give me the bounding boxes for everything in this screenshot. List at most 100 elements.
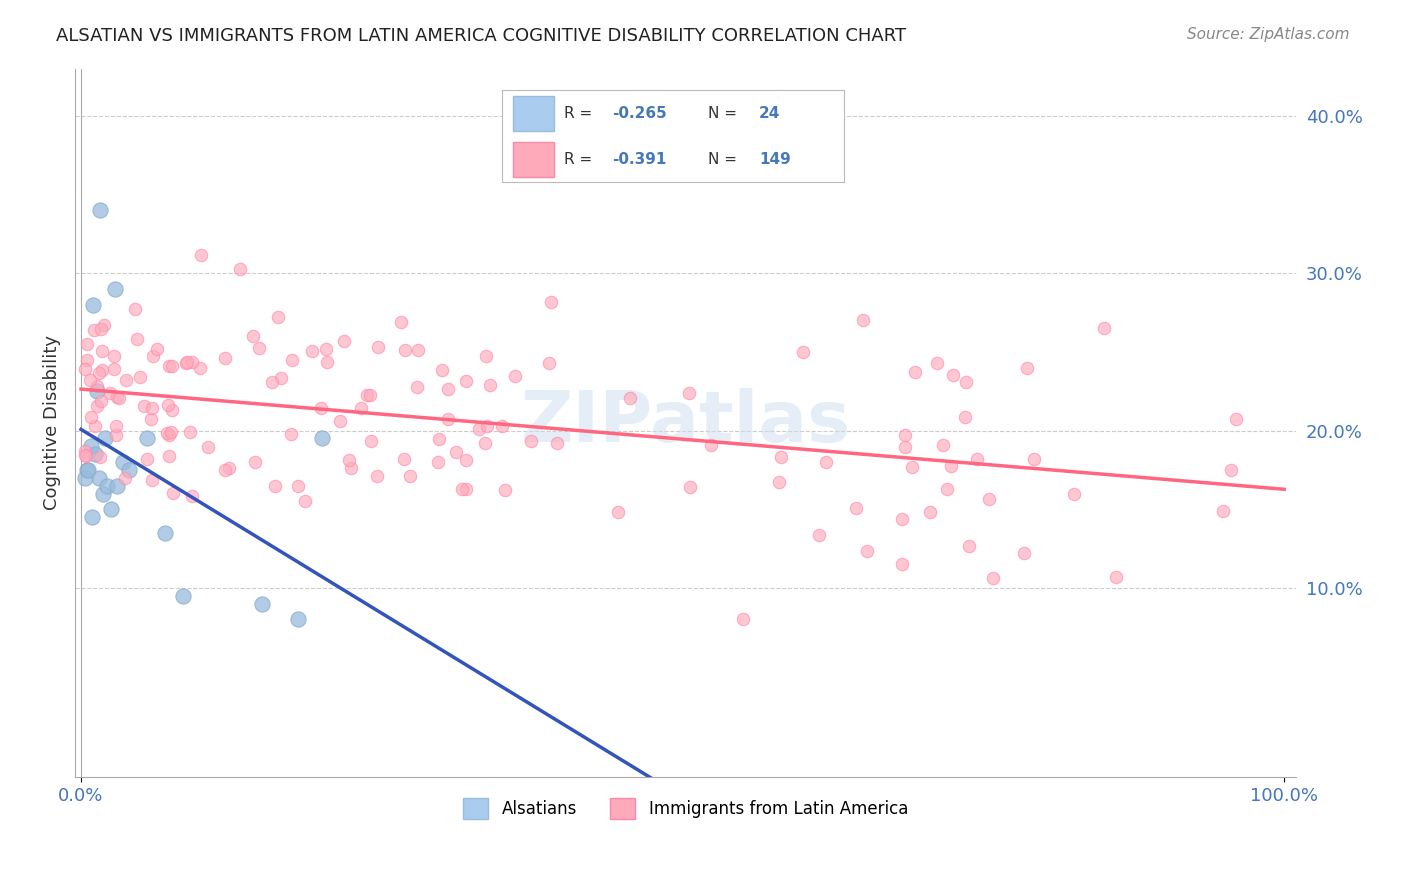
Point — [315, 355, 337, 369]
Point — [135, 452, 157, 467]
Point — [607, 505, 630, 519]
Point — [96, 478, 118, 492]
Point — [89, 450, 111, 464]
Point — [475, 349, 498, 363]
Point — [91, 486, 114, 500]
Point — [340, 461, 363, 475]
Point — [925, 356, 948, 370]
Point — [479, 377, 502, 392]
Point — [263, 478, 285, 492]
Point — [427, 432, 450, 446]
Point — [520, 434, 543, 448]
Point — [250, 597, 273, 611]
Point — [174, 356, 197, 370]
Point — [267, 310, 290, 324]
Point — [90, 322, 112, 336]
Point — [146, 342, 169, 356]
Text: ALSATIAN VS IMMIGRANTS FROM LATIN AMERICA COGNITIVE DISABILITY CORRELATION CHART: ALSATIAN VS IMMIGRANTS FROM LATIN AMERIC… — [56, 27, 907, 45]
Point — [468, 422, 491, 436]
Point — [894, 440, 917, 454]
Point — [103, 349, 125, 363]
Point — [229, 262, 252, 277]
Point — [904, 365, 927, 379]
Point — [162, 359, 184, 373]
Point — [84, 419, 107, 434]
Point — [678, 386, 700, 401]
Point — [73, 471, 96, 485]
Point — [957, 539, 980, 553]
Point — [86, 399, 108, 413]
Point — [93, 318, 115, 332]
Point — [770, 450, 793, 465]
Point — [125, 332, 148, 346]
Point — [136, 432, 159, 446]
Point — [89, 203, 111, 218]
Point — [360, 434, 382, 449]
Point — [162, 485, 184, 500]
Point — [79, 373, 101, 387]
Point — [270, 371, 292, 385]
Point — [159, 449, 181, 463]
Point — [768, 475, 790, 489]
Point — [104, 282, 127, 296]
Point — [1063, 487, 1085, 501]
Point — [141, 473, 163, 487]
Point — [115, 373, 138, 387]
Point — [86, 378, 108, 392]
Point — [139, 411, 162, 425]
Point — [942, 368, 965, 382]
Point — [1212, 504, 1234, 518]
Point — [792, 344, 814, 359]
Point — [437, 382, 460, 396]
Point — [83, 323, 105, 337]
Point — [160, 403, 183, 417]
Point — [430, 363, 453, 377]
Point — [856, 544, 879, 558]
Point — [731, 612, 754, 626]
Point — [537, 356, 560, 370]
Point — [1014, 546, 1036, 560]
Legend: Alsatians, Immigrants from Latin America: Alsatians, Immigrants from Latin America — [457, 791, 915, 825]
Point — [73, 361, 96, 376]
Point — [94, 432, 117, 446]
Point — [98, 386, 121, 401]
Point — [80, 409, 103, 424]
Point — [73, 443, 96, 458]
Point — [359, 388, 381, 402]
Point — [87, 471, 110, 485]
Point — [494, 483, 516, 498]
Point — [394, 343, 416, 357]
Point — [845, 501, 868, 516]
Point — [1092, 321, 1115, 335]
Point — [454, 374, 477, 388]
Point — [337, 452, 360, 467]
Point — [366, 469, 388, 483]
Point — [112, 455, 135, 469]
Point — [356, 388, 378, 402]
Point — [977, 492, 1000, 507]
Point — [437, 412, 460, 426]
Point — [104, 418, 127, 433]
Point — [287, 479, 309, 493]
Point — [808, 528, 831, 542]
Point — [333, 334, 356, 348]
Point — [142, 349, 165, 363]
Point — [214, 463, 236, 477]
Point — [309, 401, 332, 415]
Point — [450, 482, 472, 496]
Point — [398, 469, 420, 483]
Text: Source: ZipAtlas.com: Source: ZipAtlas.com — [1187, 27, 1350, 42]
Point — [197, 440, 219, 454]
Point — [619, 391, 641, 405]
Point — [91, 362, 114, 376]
Point — [118, 463, 141, 477]
Point — [86, 384, 108, 399]
Point — [392, 451, 415, 466]
Point — [475, 418, 498, 433]
Point — [262, 375, 284, 389]
Point — [76, 353, 98, 368]
Point — [454, 452, 477, 467]
Point — [242, 328, 264, 343]
Point — [76, 337, 98, 351]
Point — [406, 380, 429, 394]
